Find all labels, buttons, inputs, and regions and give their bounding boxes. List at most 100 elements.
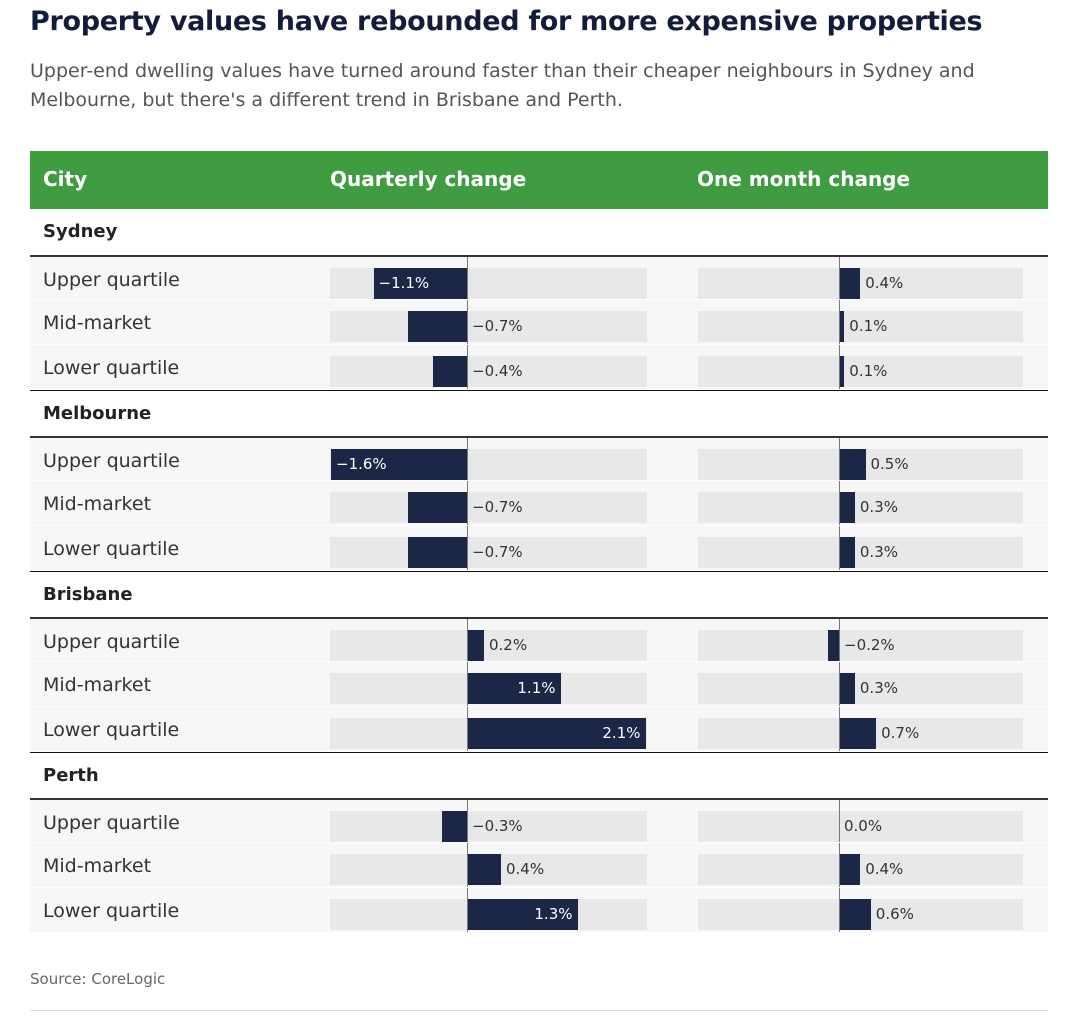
- monthly-bar: [839, 356, 845, 387]
- city-name: Sydney: [43, 221, 118, 242]
- monthly-value-label: 0.4%: [865, 274, 904, 292]
- monthly-bar: [839, 449, 866, 480]
- monthly-track: [698, 673, 1023, 704]
- quarterly-bar: [467, 718, 646, 749]
- quarterly-bar: [467, 899, 578, 930]
- monthly-track: [698, 268, 1023, 299]
- quarterly-zero-line: [467, 843, 468, 887]
- quarterly-bar: [331, 449, 467, 480]
- monthly-value-label: 0.6%: [875, 905, 914, 923]
- table-row: Lower quartile 2.1% 0.7%: [30, 707, 1048, 752]
- monthly-zero-line: [839, 300, 840, 344]
- table-row: Upper quartile −0.3% 0.0%: [30, 798, 1048, 843]
- quarterly-bar: [467, 630, 484, 661]
- quarterly-bar: [467, 854, 501, 885]
- city-name: Brisbane: [43, 584, 133, 605]
- quarterly-zero-line: [467, 257, 468, 299]
- monthly-zero-line: [839, 345, 840, 389]
- quarterly-value-label: −0.7%: [472, 317, 523, 335]
- quarterly-bar: [467, 673, 561, 704]
- monthly-value-label: 0.7%: [881, 724, 920, 742]
- row-label: Lower quartile: [43, 538, 180, 560]
- monthly-value-label: 0.1%: [849, 362, 888, 380]
- city-row: Melbourne: [30, 390, 1048, 436]
- quarterly-value-label: −0.7%: [472, 543, 523, 561]
- monthly-value-label: 0.5%: [870, 455, 909, 473]
- table-row: Mid-market −0.7% 0.1%: [30, 300, 1048, 345]
- city-name: Melbourne: [43, 403, 152, 424]
- monthly-bar: [839, 492, 855, 523]
- monthly-value-label: 0.1%: [849, 317, 888, 335]
- row-label: Mid-market: [43, 312, 152, 334]
- monthly-track: [698, 630, 1023, 661]
- quarterly-zero-line: [467, 481, 468, 525]
- quarterly-zero-line: [467, 300, 468, 344]
- monthly-bar: [839, 537, 855, 568]
- table-row: Mid-market −0.7% 0.3%: [30, 481, 1048, 526]
- monthly-track: [698, 811, 1023, 842]
- quarterly-zero-line: [467, 438, 468, 480]
- chart-title: Property values have rebounded for more …: [30, 6, 983, 37]
- row-label: Upper quartile: [43, 269, 180, 291]
- monthly-value-label: 0.0%: [844, 817, 883, 835]
- monthly-zero-line: [839, 843, 840, 887]
- table-row: Lower quartile 1.3% 0.6%: [30, 888, 1048, 933]
- chart-table: City Quarterly change One month change S…: [30, 151, 1048, 933]
- quarterly-track: [330, 311, 647, 342]
- row-label: Mid-market: [43, 855, 152, 877]
- quarterly-bar: [407, 311, 467, 342]
- row-label: Mid-market: [43, 674, 152, 696]
- row-label: Lower quartile: [43, 719, 180, 741]
- monthly-value-label: 0.3%: [859, 679, 898, 697]
- quarterly-track: [330, 537, 647, 568]
- table-body: Sydney Upper quartile −1.1% 0.4% Mid-market −…: [30, 209, 1048, 933]
- monthly-zero-line: [839, 888, 840, 932]
- quarterly-value-label: −0.7%: [472, 498, 523, 516]
- monthly-bar: [839, 268, 861, 299]
- chart-subtitle: Upper-end dwelling values have turned ar…: [30, 60, 975, 111]
- monthly-zero-line: [839, 619, 840, 661]
- city-row: Perth: [30, 752, 1048, 798]
- quarterly-bar: [407, 492, 467, 523]
- monthly-bar: [839, 673, 855, 704]
- quarterly-bar: [373, 268, 467, 299]
- monthly-bar: [839, 311, 845, 342]
- monthly-track: [698, 356, 1023, 387]
- column-header-monthly: One month change: [697, 167, 911, 191]
- quarterly-track: [330, 811, 647, 842]
- row-label: Mid-market: [43, 493, 152, 515]
- row-label: Upper quartile: [43, 631, 180, 653]
- quarterly-zero-line: [467, 662, 468, 706]
- monthly-value-label: 0.4%: [865, 860, 904, 878]
- city-name: Perth: [43, 765, 99, 786]
- monthly-zero-line: [839, 662, 840, 706]
- quarterly-zero-line: [467, 345, 468, 389]
- table-row: Upper quartile 0.2% −0.2%: [30, 617, 1048, 662]
- row-label: Lower quartile: [43, 357, 180, 379]
- monthly-zero-line: [839, 481, 840, 525]
- city-row: Sydney: [30, 209, 1048, 255]
- monthly-track: [698, 854, 1023, 885]
- monthly-zero-line: [839, 800, 840, 842]
- quarterly-bar: [407, 537, 467, 568]
- table-row: Lower quartile −0.7% 0.3%: [30, 526, 1048, 571]
- monthly-value-label: 0.3%: [859, 498, 898, 516]
- quarterly-value-label: 0.4%: [506, 860, 545, 878]
- quarterly-value-label: 2.1%: [602, 724, 641, 742]
- monthly-bar: [839, 718, 877, 749]
- row-label: Upper quartile: [43, 812, 180, 834]
- monthly-bar: [839, 899, 871, 930]
- monthly-track: [698, 537, 1023, 568]
- quarterly-value-label: 1.1%: [517, 679, 556, 697]
- table-row: Upper quartile −1.6% 0.5%: [30, 436, 1048, 481]
- quarterly-value-label: −0.4%: [472, 362, 523, 380]
- quarterly-value-label: −1.1%: [378, 274, 430, 292]
- quarterly-bar: [441, 811, 467, 842]
- monthly-bar: [839, 854, 861, 885]
- quarterly-track: [330, 492, 647, 523]
- table-header: City Quarterly change One month change: [30, 151, 1048, 209]
- quarterly-zero-line: [467, 888, 468, 932]
- quarterly-bar: [433, 356, 467, 387]
- city-row: Brisbane: [30, 571, 1048, 617]
- monthly-zero-line: [839, 438, 840, 480]
